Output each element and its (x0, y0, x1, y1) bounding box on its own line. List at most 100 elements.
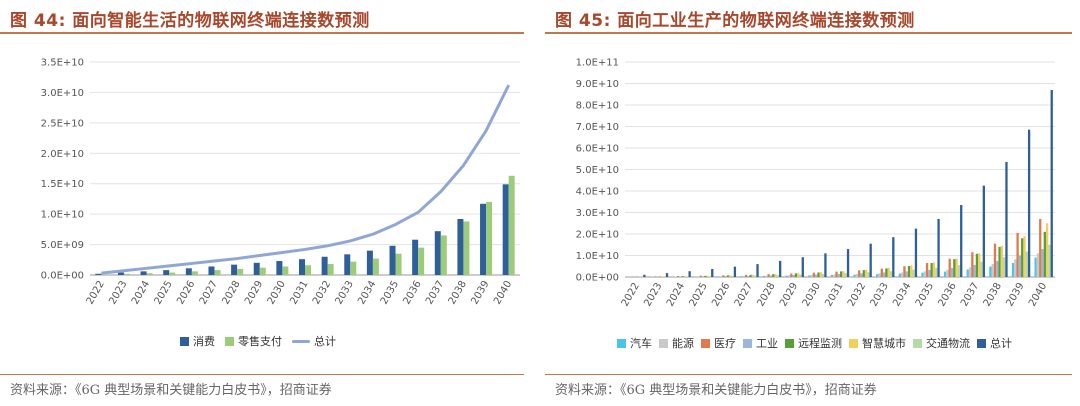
bar-consumer (163, 270, 170, 275)
bar-industry (701, 276, 705, 277)
bar-total_bar (982, 185, 985, 277)
legend-item: 医疗 (701, 335, 736, 351)
bar-smartcity (751, 274, 755, 277)
y-tick-label: 3.0E+10 (576, 208, 619, 219)
legend-label: 能源 (672, 337, 694, 350)
x-tick-label: 2029 (778, 281, 800, 309)
bar-auto (1034, 257, 1037, 277)
bar-transport (799, 274, 802, 277)
bar-auto (853, 274, 856, 277)
bar-industry (769, 275, 773, 277)
x-tick-label: 2031 (288, 279, 310, 307)
bar-retail (486, 201, 493, 275)
bar-smartcity (797, 273, 800, 277)
bar-auto (989, 266, 992, 277)
legend-swatch (849, 338, 858, 348)
bar-industry (860, 273, 863, 277)
bar-transport (1003, 257, 1006, 277)
bar-energy (1036, 253, 1040, 277)
bar-total_bar (914, 228, 918, 277)
bar-energy (923, 271, 926, 277)
y-tick-label: 8.0E+10 (576, 101, 619, 112)
bar-total_bar (846, 249, 850, 277)
bar-energy (787, 275, 791, 277)
y-tick-label: 1.0E+10 (41, 210, 84, 221)
bar-medical (903, 266, 906, 277)
bar-retail (327, 264, 334, 275)
bar-auto (808, 275, 811, 277)
x-tick-label: 2033 (869, 281, 891, 309)
legend-label: 远程监测 (798, 337, 842, 350)
x-tick-label: 2038 (982, 281, 1004, 309)
bar-consumer (208, 266, 215, 275)
y-tick-label: 5.0E+09 (41, 240, 84, 251)
bar-medical (767, 274, 770, 277)
title-divider (0, 32, 524, 34)
bar-remote (998, 246, 1001, 277)
bar-remote (953, 259, 956, 277)
bar-remote (772, 274, 775, 277)
legend-item: 能源 (659, 335, 694, 351)
bar-retail (305, 265, 311, 275)
source-note: 资料来源：《6G 典型场景和关键能力白皮书》，招商证券 (555, 383, 877, 398)
x-tick-label: 2039 (1004, 281, 1026, 309)
legend-swatch (977, 338, 986, 348)
bar-transport (867, 272, 870, 277)
x-tick-label: 2022 (620, 281, 642, 309)
bar-auto (830, 275, 834, 277)
bar-industry (996, 260, 999, 277)
bar-smartcity (887, 267, 890, 277)
bar-medical (1039, 218, 1042, 277)
y-tick-label: 0.0E+00 (41, 271, 84, 282)
bar-auto (740, 276, 743, 277)
bar-remote (862, 270, 865, 277)
legend-item: 智慧城市 (849, 335, 906, 351)
legend-label: 医疗 (714, 337, 736, 350)
x-tick-label: 2028 (220, 279, 242, 307)
bar-industry (882, 272, 886, 277)
bar-smartcity (932, 262, 936, 277)
bar-medical (1016, 232, 1019, 277)
bar-medical (858, 270, 861, 277)
source-note: 资料来源：《6G 典型场景和关键能力白皮书》，招商证券 (10, 383, 332, 398)
bar-remote (885, 268, 888, 277)
x-tick-label: 2036 (402, 279, 424, 307)
bar-transport (935, 267, 938, 277)
x-tick-label: 2023 (642, 281, 664, 309)
y-tick-label: 4.0E+10 (576, 187, 619, 198)
bar-retail (169, 272, 176, 275)
y-tick-label: 9.0E+10 (576, 79, 619, 90)
bar-total_bar (643, 274, 646, 277)
bar-smartcity (1000, 245, 1004, 277)
figure-45-panel: 图 45: 面向工业生产的物联网终端连接数预测 0.0E+00 1.0E+10 2.… (545, 0, 1080, 406)
bar-industry (792, 275, 795, 277)
x-tick-label: 2030 (266, 279, 288, 307)
bar-transport (754, 275, 757, 277)
bar-remote (840, 271, 843, 277)
bar-consumer (344, 254, 351, 275)
bar-remote (704, 275, 707, 277)
bar-energy (697, 276, 700, 277)
legend-swatch (913, 338, 922, 348)
bar-consumer (434, 231, 441, 275)
bar-transport (1048, 244, 1051, 277)
y-tick-label: 7.0E+10 (576, 122, 619, 133)
bar-transport (708, 276, 712, 277)
bar-total_bar (1027, 129, 1031, 277)
bar-medical (699, 275, 702, 277)
bar-industry (724, 276, 727, 277)
bar-transport (912, 269, 915, 277)
source-divider (545, 374, 1072, 375)
bar-transport (957, 265, 961, 277)
bar-remote (749, 274, 752, 277)
legend-swatch (743, 338, 752, 348)
bar-energy (968, 267, 972, 277)
industrial-production-chart: 0.0E+00 1.0E+10 2.0E+10 3.0E+10 4.0E+10 5.0E+… (576, 58, 1055, 309)
smart-life-chart: 0.0E+00 5.0E+09 1.0E+10 1.5E+10 2.0E+10 2.5E+… (41, 58, 520, 307)
x-tick-label: 2038 (447, 279, 469, 307)
bar-auto (717, 276, 720, 277)
bar-industry (1018, 255, 1022, 277)
bar-energy (765, 275, 768, 277)
bar-total_bar (869, 243, 872, 277)
y-tick-label: 3.0E+10 (41, 88, 84, 99)
